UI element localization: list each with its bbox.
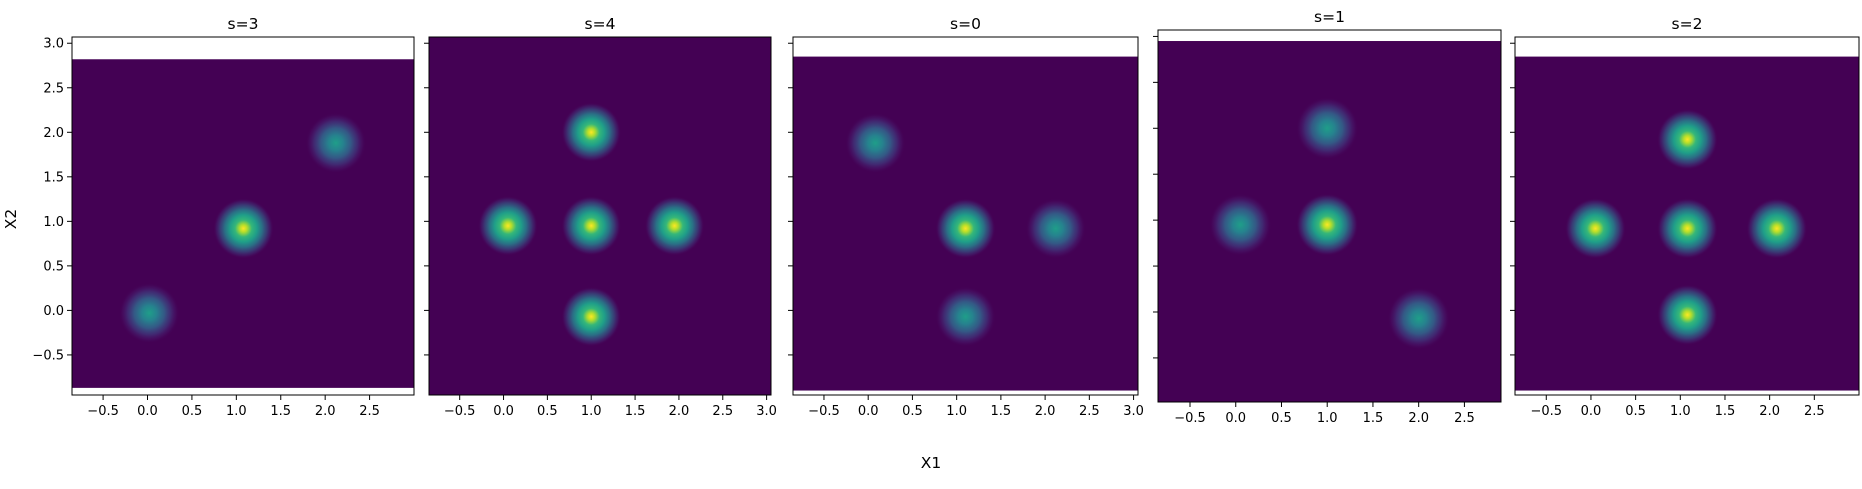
heatmap-blob	[1657, 109, 1718, 170]
axes-frame	[71, 36, 415, 396]
y-tick-label: 1.5	[43, 170, 64, 185]
x-tick-label: 2.5	[359, 404, 380, 419]
x-tick-label: 0.5	[537, 404, 558, 419]
heatmap-blob	[644, 195, 705, 256]
x-tick-label: 2.5	[712, 404, 733, 419]
y-tick-label: 3.0	[43, 37, 64, 52]
subplot-4: s=2 −0.5 0.0 0.5 1.0 1.5 2.0 2.5	[1510, 15, 1860, 419]
subplot-title: s=1	[1314, 8, 1345, 26]
x-tick-label: 1.0	[1317, 411, 1338, 426]
heatmap-blob	[935, 198, 996, 259]
x-tick-label: 2.0	[1408, 411, 1429, 426]
heatmap-blob	[561, 102, 622, 163]
heatmap-blob	[1746, 198, 1808, 259]
x-tick-label: 1.5	[1363, 411, 1384, 426]
x-tick-label: 2.0	[669, 404, 690, 419]
x-tick-label: 1.0	[226, 404, 247, 419]
heatmap-blob	[845, 112, 906, 174]
x-tick-label: 1.0	[946, 404, 967, 419]
x-tick-label: 1.5	[1715, 404, 1736, 419]
x-tick-label: 1.5	[625, 404, 646, 419]
heatmap-blob	[561, 195, 622, 256]
heatmap-blob	[1387, 287, 1450, 350]
subplot-3: s=1 −0.5 0.0 0.5 1.0 1.5 2.0 2.5	[1153, 8, 1502, 426]
x-tick-label: −0.5	[444, 404, 476, 419]
x-tick-label: 0.0	[858, 404, 879, 419]
x-tick-label: 0.5	[1625, 404, 1646, 419]
x-tick-label: 1.0	[1670, 404, 1691, 419]
x-tick-label: −0.5	[808, 404, 840, 419]
x-tick-label: 0.0	[493, 404, 514, 419]
heatmap-blob	[478, 195, 538, 256]
subplot-title: s=4	[585, 15, 616, 33]
x-tick-label: 2.5	[1079, 404, 1100, 419]
x-tick-label: 2.5	[1804, 404, 1825, 419]
subplot-2: s=0 −0.5 0.0 0.5 1.0 1.5 2.0 2.5 3.0	[788, 15, 1144, 419]
subplot-title: s=3	[228, 15, 259, 33]
x-tick-label: 1.5	[270, 404, 291, 419]
heatmap-blob	[1565, 198, 1626, 259]
x-tick-label: 2.5	[1454, 411, 1475, 426]
y-tick-label: 1.0	[43, 215, 64, 230]
heatmap-blob	[935, 286, 996, 347]
axes-frame	[792, 36, 1139, 396]
x-tick-label: 2.0	[315, 404, 336, 419]
x-tick-label: 3.0	[1123, 404, 1144, 419]
subplot-grid: s=3 −0.5 0.0 0.5 1.0 1.5 2.0 2.5 −0.5 0.0 0.5 1.0 1.…	[32, 8, 1860, 426]
x-tick-label: 3.0	[756, 404, 777, 419]
heatmap-blob	[1025, 198, 1086, 259]
subplot-title: s=0	[950, 15, 981, 33]
x-tick-label: 0.0	[137, 404, 158, 419]
heatmap-blob	[1296, 97, 1359, 160]
x-tick-label: 2.0	[1035, 404, 1056, 419]
heatmap-blob	[305, 112, 367, 174]
heatmap-blob	[561, 286, 622, 347]
heatmap-blob	[1296, 193, 1359, 256]
x-tick-label: −0.5	[87, 404, 119, 419]
heatmap-blob	[119, 282, 180, 344]
axes-frame	[1514, 36, 1860, 396]
heatmap-blob	[1657, 198, 1718, 259]
x-tick-label: 0.5	[182, 404, 203, 419]
figure-xlabel: X1	[921, 454, 941, 472]
y-tick-label: −0.5	[32, 348, 64, 363]
x-tick-label: −0.5	[1174, 411, 1206, 426]
axes-frame	[1157, 29, 1502, 403]
x-tick-label: 1.5	[991, 404, 1012, 419]
x-tick-label: 0.5	[1271, 411, 1292, 426]
x-tick-label: 1.0	[581, 404, 602, 419]
heatmap-blob	[1657, 284, 1718, 346]
y-tick-label: 0.0	[43, 304, 64, 319]
x-tick-label: 2.0	[1759, 404, 1780, 419]
subplot-title: s=2	[1672, 15, 1703, 33]
subplot-0: s=3 −0.5 0.0 0.5 1.0 1.5 2.0 2.5 −0.5 0.0 0.5 1.0 1.…	[32, 15, 415, 419]
x-tick-label: −0.5	[1530, 404, 1562, 419]
y-tick-label: 2.5	[43, 81, 64, 96]
heatmap-blob	[213, 198, 274, 259]
heatmap-blob	[1209, 193, 1272, 256]
x-tick-label: 0.5	[902, 404, 923, 419]
subplot-1: s=4 −0.5 0.0 0.5 1.0 1.5 2.0 2.5 3.0	[424, 15, 777, 419]
x-tick-label: 0.0	[1581, 404, 1602, 419]
axes-frame	[428, 36, 772, 396]
figure-ylabel: X2	[2, 209, 20, 229]
y-tick-label: 2.0	[43, 126, 64, 141]
x-tick-label: 0.0	[1225, 411, 1246, 426]
y-tick-label: 0.5	[43, 259, 64, 274]
